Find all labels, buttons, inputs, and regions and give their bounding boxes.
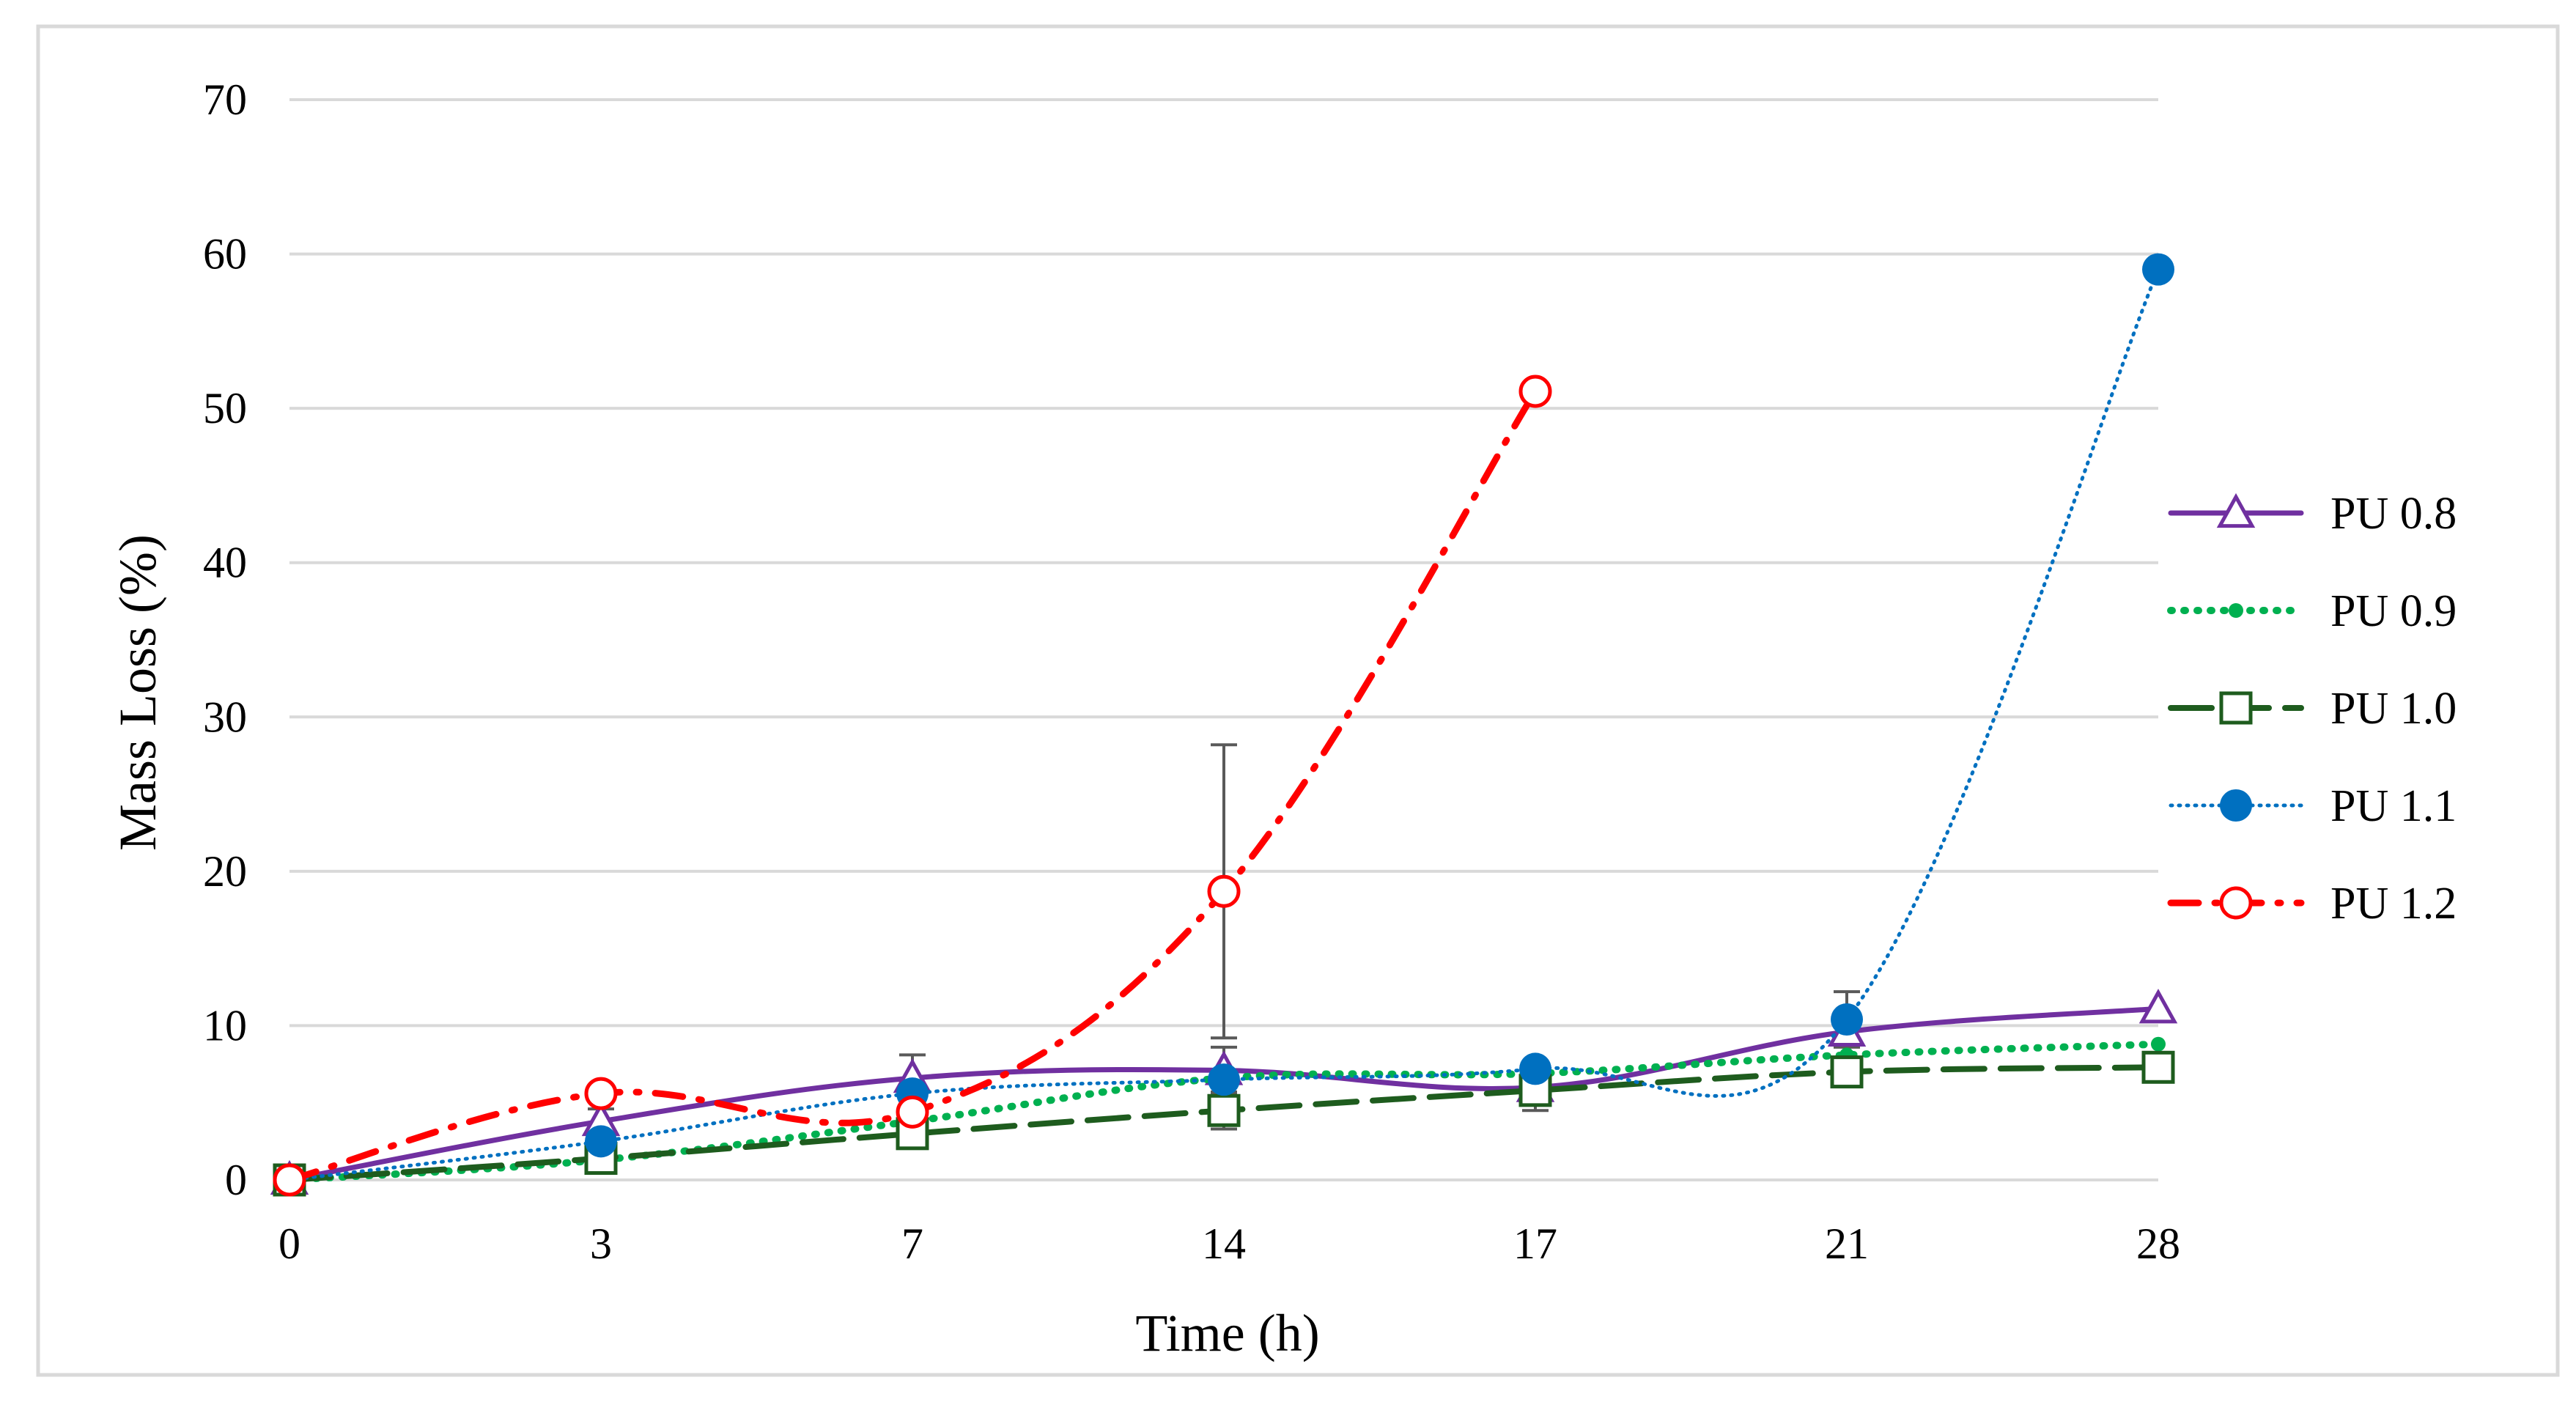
legend-swatch-marker: [2220, 789, 2252, 822]
x-tick-label: 21: [1825, 1220, 1869, 1268]
series-line: [287, 268, 2160, 1182]
legend-entry[interactable]: PU 1.1: [2169, 781, 2457, 831]
legend-label: PU 1.2: [2330, 879, 2457, 929]
x-tick-label: 17: [1513, 1220, 1557, 1268]
data-series: [270, 253, 2178, 1197]
x-tick-label: 0: [278, 1220, 300, 1268]
y-axis-title: Mass Loss (%): [108, 534, 167, 851]
x-axis-title: Time (h): [1135, 1304, 1319, 1362]
data-point: [1518, 375, 1552, 408]
y-tick-label: 50: [203, 384, 247, 432]
chart-frame: [36, 24, 2560, 1377]
data-point: [273, 1163, 306, 1197]
y-tick-label: 0: [225, 1156, 247, 1204]
series-pu-1-1: [273, 253, 2174, 1196]
legend-swatch-marker: [2229, 603, 2243, 618]
legend-label: PU 1.0: [2330, 684, 2457, 734]
legend-swatch-marker: [2216, 492, 2256, 528]
data-point: [1830, 1055, 1864, 1089]
x-tick-label: 3: [590, 1220, 612, 1268]
y-tick-label: 40: [203, 539, 247, 587]
series-line: [286, 388, 1539, 1184]
y-tick-label: 30: [203, 693, 247, 741]
data-point: [585, 1125, 617, 1158]
legend-label: PU 1.1: [2330, 781, 2457, 831]
data-point: [2151, 1036, 2166, 1052]
x-tick-label: 28: [2136, 1220, 2180, 1268]
y-tick-label: 70: [203, 75, 247, 124]
legend-label: PU 0.9: [2330, 586, 2457, 636]
legend-entry[interactable]: PU 0.8: [2168, 489, 2457, 539]
data-point: [1208, 1063, 1240, 1096]
data-point: [1519, 1052, 1551, 1085]
y-tick-label: 60: [203, 230, 247, 278]
x-tick-label: 14: [1202, 1220, 1246, 1268]
series-pu-1-2: [273, 375, 1552, 1197]
legend-label: PU 0.8: [2330, 489, 2457, 539]
data-point: [1831, 1003, 1863, 1036]
data-point: [1207, 1093, 1241, 1127]
legend-entry[interactable]: PU 1.0: [2168, 684, 2457, 734]
data-point: [2141, 1050, 2175, 1084]
data-point: [2138, 989, 2178, 1024]
y-tick-label: 10: [203, 1001, 247, 1049]
y-axis-ticks: 0 10 20 30 40 50 60 70: [203, 75, 247, 1204]
legend-swatch-marker: [2219, 886, 2253, 920]
data-point: [896, 1095, 929, 1129]
legend-entry[interactable]: PU 1.2: [2167, 879, 2457, 929]
data-point: [584, 1077, 618, 1110]
legend-entry[interactable]: PU 0.9: [2167, 586, 2457, 636]
data-point: [1207, 874, 1241, 908]
legend-swatch-marker: [2219, 691, 2253, 725]
data-point: [2142, 253, 2174, 286]
legend[interactable]: PU 0.8 PU 0.9 PU 1.0 PU 1.1 PU 1.2: [2167, 489, 2457, 929]
y-tick-label: 20: [203, 847, 247, 896]
x-tick-label: 7: [901, 1220, 923, 1268]
x-axis-ticks: 0 3 7 14 17 21 28: [278, 1220, 2180, 1268]
